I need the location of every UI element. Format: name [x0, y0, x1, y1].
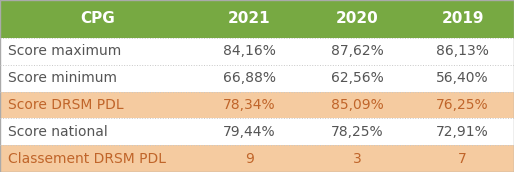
- Text: 56,40%: 56,40%: [436, 71, 489, 85]
- Text: 84,16%: 84,16%: [223, 44, 276, 58]
- FancyBboxPatch shape: [195, 38, 303, 65]
- Text: 78,34%: 78,34%: [223, 98, 276, 112]
- Text: 2021: 2021: [228, 11, 270, 26]
- Text: Score minimum: Score minimum: [8, 71, 117, 85]
- FancyBboxPatch shape: [303, 38, 411, 65]
- Text: Classement DRSM PDL: Classement DRSM PDL: [8, 152, 166, 166]
- Text: 62,56%: 62,56%: [331, 71, 383, 85]
- FancyBboxPatch shape: [0, 38, 195, 65]
- FancyBboxPatch shape: [411, 38, 514, 65]
- Text: Score national: Score national: [8, 125, 107, 139]
- FancyBboxPatch shape: [0, 65, 195, 92]
- Text: 2020: 2020: [336, 11, 379, 26]
- Text: 2019: 2019: [442, 11, 484, 26]
- Text: 9: 9: [245, 152, 254, 166]
- FancyBboxPatch shape: [303, 65, 411, 92]
- FancyBboxPatch shape: [411, 65, 514, 92]
- Text: Score DRSM PDL: Score DRSM PDL: [8, 98, 123, 112]
- FancyBboxPatch shape: [0, 0, 195, 38]
- Text: 3: 3: [353, 152, 362, 166]
- FancyBboxPatch shape: [195, 92, 303, 118]
- FancyBboxPatch shape: [411, 0, 514, 38]
- FancyBboxPatch shape: [303, 0, 411, 38]
- Text: 79,44%: 79,44%: [223, 125, 276, 139]
- FancyBboxPatch shape: [303, 92, 411, 118]
- Text: 78,25%: 78,25%: [331, 125, 383, 139]
- Text: 86,13%: 86,13%: [436, 44, 489, 58]
- Text: CPG: CPG: [80, 11, 115, 26]
- FancyBboxPatch shape: [411, 145, 514, 172]
- FancyBboxPatch shape: [0, 145, 195, 172]
- FancyBboxPatch shape: [195, 0, 303, 38]
- Text: 72,91%: 72,91%: [436, 125, 489, 139]
- FancyBboxPatch shape: [0, 92, 195, 118]
- Text: 66,88%: 66,88%: [223, 71, 276, 85]
- FancyBboxPatch shape: [303, 118, 411, 145]
- FancyBboxPatch shape: [195, 65, 303, 92]
- FancyBboxPatch shape: [0, 118, 195, 145]
- Text: Score maximum: Score maximum: [8, 44, 121, 58]
- FancyBboxPatch shape: [411, 92, 514, 118]
- Text: 76,25%: 76,25%: [436, 98, 489, 112]
- FancyBboxPatch shape: [303, 145, 411, 172]
- FancyBboxPatch shape: [411, 118, 514, 145]
- Text: 85,09%: 85,09%: [331, 98, 383, 112]
- FancyBboxPatch shape: [195, 145, 303, 172]
- Text: 7: 7: [458, 152, 467, 166]
- FancyBboxPatch shape: [195, 118, 303, 145]
- Text: 87,62%: 87,62%: [331, 44, 383, 58]
